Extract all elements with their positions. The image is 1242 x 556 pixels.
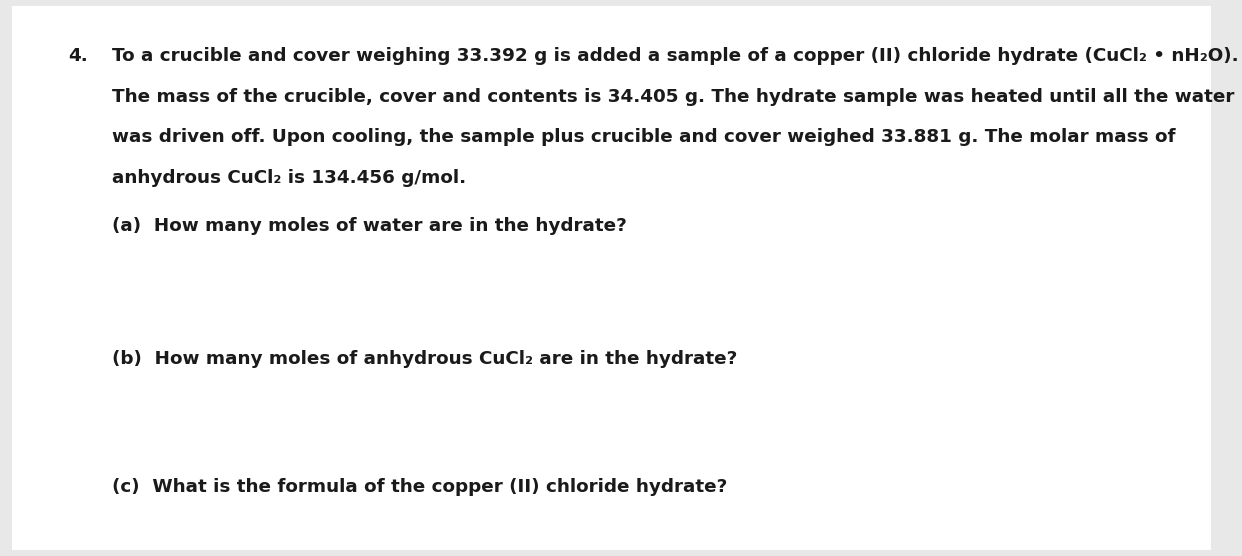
Text: The mass of the crucible, cover and contents is 34.405 g. The hydrate sample was: The mass of the crucible, cover and cont…: [112, 88, 1235, 106]
Text: anhydrous CuCl₂ is 134.456 g/mol.: anhydrous CuCl₂ is 134.456 g/mol.: [112, 169, 466, 187]
FancyBboxPatch shape: [12, 6, 1211, 550]
Text: 4.: 4.: [68, 47, 88, 65]
Text: (c)  What is the formula of the copper (II) chloride hydrate?: (c) What is the formula of the copper (I…: [112, 478, 727, 496]
Text: was driven off. Upon cooling, the sample plus crucible and cover weighed 33.881 : was driven off. Upon cooling, the sample…: [112, 128, 1175, 146]
Text: (b)  How many moles of anhydrous CuCl₂ are in the hydrate?: (b) How many moles of anhydrous CuCl₂ ar…: [112, 350, 738, 368]
Text: (a)  How many moles of water are in the hydrate?: (a) How many moles of water are in the h…: [112, 217, 627, 235]
Text: To a crucible and cover weighing 33.392 g is added a sample of a copper (II) chl: To a crucible and cover weighing 33.392 …: [112, 47, 1238, 65]
